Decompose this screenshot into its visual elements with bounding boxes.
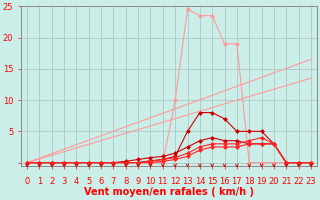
X-axis label: Vent moyen/en rafales ( km/h ): Vent moyen/en rafales ( km/h ) xyxy=(84,187,254,197)
